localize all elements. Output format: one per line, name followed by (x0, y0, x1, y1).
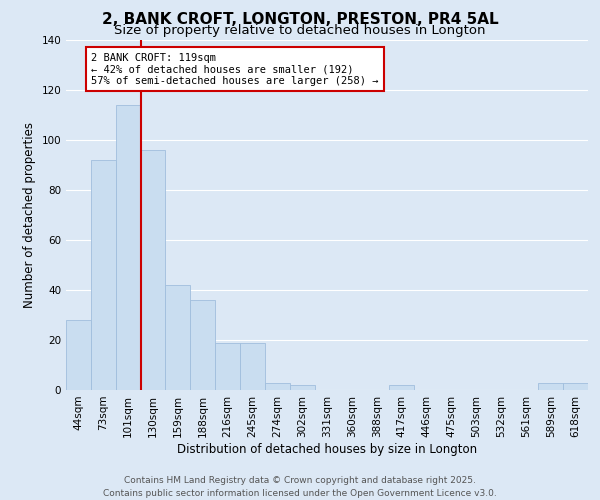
Bar (240, 342, 265, 390)
Bar (166, 285, 190, 390)
Text: Size of property relative to detached houses in Longton: Size of property relative to detached ho… (114, 24, 486, 37)
Bar (538, 382, 563, 390)
Y-axis label: Number of detached properties: Number of detached properties (23, 122, 36, 308)
Bar (389, 385, 414, 390)
Bar (116, 105, 140, 390)
Bar (66, 320, 91, 390)
Bar (290, 385, 314, 390)
Bar (190, 300, 215, 390)
Bar (91, 160, 116, 390)
Bar (140, 150, 166, 390)
X-axis label: Distribution of detached houses by size in Longton: Distribution of detached houses by size … (177, 442, 477, 456)
Bar (563, 382, 588, 390)
Text: 2 BANK CROFT: 119sqm
← 42% of detached houses are smaller (192)
57% of semi-deta: 2 BANK CROFT: 119sqm ← 42% of detached h… (91, 52, 379, 86)
Bar (215, 342, 240, 390)
Bar (265, 382, 290, 390)
Text: 2, BANK CROFT, LONGTON, PRESTON, PR4 5AL: 2, BANK CROFT, LONGTON, PRESTON, PR4 5AL (101, 12, 499, 28)
Text: Contains HM Land Registry data © Crown copyright and database right 2025.
Contai: Contains HM Land Registry data © Crown c… (103, 476, 497, 498)
